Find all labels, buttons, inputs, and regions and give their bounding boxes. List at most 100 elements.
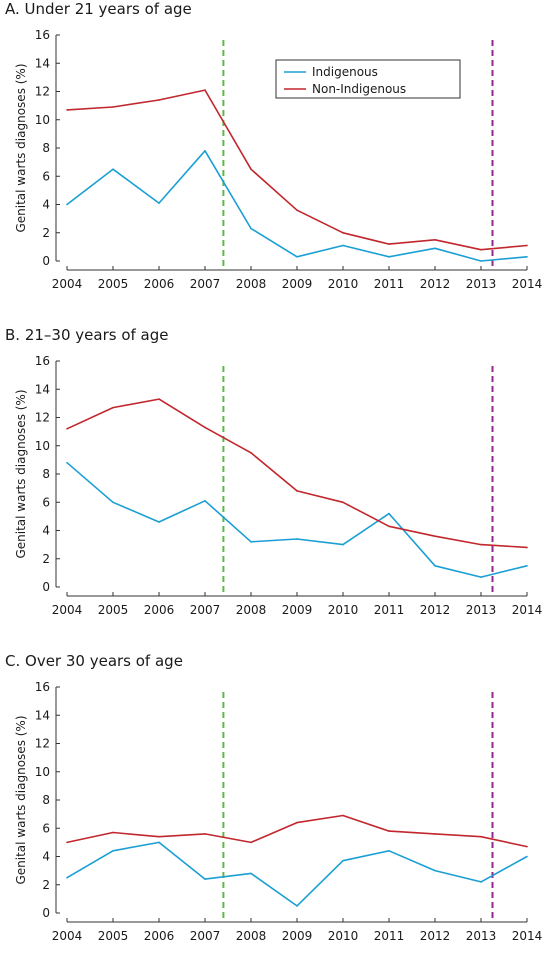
data-point [296, 821, 298, 824]
data-point [480, 576, 482, 578]
data-point [342, 543, 344, 546]
data-point [296, 255, 298, 258]
data-point [296, 905, 298, 907]
data-point [480, 543, 482, 546]
data-point [296, 490, 298, 492]
x-tick-label: 2013 [466, 929, 497, 943]
data-point [434, 565, 436, 567]
x-tick-label: 2012 [420, 929, 451, 943]
data-point [296, 209, 298, 211]
data-point [480, 248, 482, 251]
chart-title: B. 21–30 years of age [5, 326, 169, 344]
data-point [388, 255, 390, 258]
x-tick-label: 2005 [98, 929, 129, 943]
x-tick-label: 2006 [144, 603, 175, 617]
data-point [526, 855, 528, 858]
y-tick-label: 16 [35, 354, 50, 368]
data-point [434, 535, 436, 537]
data-point [112, 850, 114, 852]
x-tick-label: 2010 [328, 603, 359, 617]
y-tick-label: 0 [42, 254, 50, 268]
data-point [434, 869, 436, 872]
data-point [342, 501, 344, 504]
y-tick-label: 2 [42, 878, 50, 892]
x-tick-label: 2011 [374, 929, 405, 943]
y-tick-label: 8 [42, 467, 50, 481]
data-point [158, 835, 160, 838]
x-tick-label: 2008 [236, 929, 267, 943]
data-point [250, 541, 252, 543]
y-tick-label: 8 [42, 141, 50, 155]
data-point [342, 244, 344, 247]
y-tick-label: 14 [35, 382, 50, 396]
data-point [66, 428, 68, 430]
y-tick-label: 16 [35, 680, 50, 694]
x-tick-label: 2013 [466, 603, 497, 617]
y-tick-label: 16 [35, 28, 50, 42]
data-point [204, 878, 206, 880]
y-tick-label: 0 [42, 580, 50, 594]
x-tick-label: 2014 [512, 277, 543, 291]
data-point [66, 203, 68, 206]
data-point [250, 841, 252, 844]
data-point [204, 89, 206, 91]
panel-b: B. 21–30 years of age 0 2 4 6 8 10 12 14 16 2004 2… [0, 326, 555, 646]
y-tick-label: 6 [42, 495, 50, 509]
data-point [204, 500, 206, 502]
x-tick-label: 2007 [190, 929, 221, 943]
data-point [204, 426, 206, 429]
series-line-non-indigenous [66, 398, 528, 549]
data-point [204, 833, 206, 835]
x-tick-label: 2007 [190, 603, 221, 617]
y-tick-label: 12 [35, 85, 50, 99]
data-point [250, 872, 252, 875]
line-chart-21-30: 0 2 4 6 8 10 12 14 16 2004 2005 2006 2007 2008 2009 201… [14, 354, 543, 617]
data-point [204, 150, 206, 152]
series-line-non-indigenous [66, 814, 528, 848]
data-point [250, 168, 252, 170]
data-point [388, 243, 390, 245]
x-tick-label: 2014 [512, 603, 543, 617]
x-tick-label: 2009 [282, 277, 313, 291]
series-line-indigenous [66, 462, 528, 578]
data-point [388, 850, 390, 852]
data-point [250, 227, 252, 230]
x-tick-label: 2014 [512, 929, 543, 943]
y-tick-label: 10 [35, 113, 50, 127]
data-point [480, 881, 482, 883]
data-point [480, 260, 482, 262]
x-tick-label: 2009 [282, 603, 313, 617]
series-line-indigenous [66, 841, 528, 907]
data-point [112, 106, 114, 108]
data-point [158, 202, 160, 204]
x-tick-label: 2013 [466, 277, 497, 291]
y-tick-label: 6 [42, 169, 50, 183]
x-tick-label: 2004 [52, 603, 83, 617]
x-tick-label: 2004 [52, 277, 83, 291]
y-tick-label: 6 [42, 821, 50, 835]
data-point [388, 830, 390, 832]
chart-title: A. Under 21 years of age [5, 0, 192, 18]
data-point [526, 255, 528, 258]
x-tick-label: 2006 [144, 929, 175, 943]
x-tick-label: 2012 [420, 603, 451, 617]
y-tick-label: 10 [35, 765, 50, 779]
x-tick-label: 2012 [420, 277, 451, 291]
y-tick-label: 2 [42, 552, 50, 566]
data-point [526, 845, 528, 848]
x-tick-label: 2011 [374, 277, 405, 291]
y-tick-label: 14 [35, 708, 50, 722]
data-point [342, 859, 344, 862]
data-point [66, 876, 68, 879]
data-point [112, 406, 114, 409]
y-tick-label: 4 [42, 524, 50, 538]
data-point [342, 231, 344, 234]
series-line-non-indigenous [66, 89, 528, 251]
y-tick-label: 4 [42, 850, 50, 864]
data-point [66, 461, 68, 464]
data-point [158, 841, 160, 844]
x-tick-label: 2006 [144, 277, 175, 291]
data-point [388, 525, 390, 528]
chart-title: C. Over 30 years of age [5, 652, 183, 670]
data-point [434, 247, 436, 250]
